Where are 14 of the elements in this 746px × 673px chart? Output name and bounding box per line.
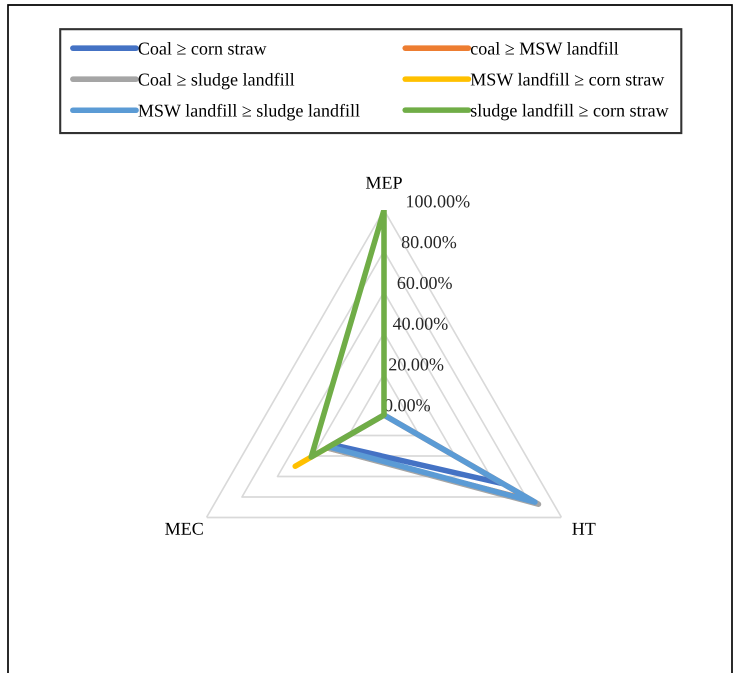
legend-label: Coal ≥ sludge landfill bbox=[138, 72, 294, 90]
legend-label: coal ≥ MSW landfill bbox=[470, 42, 618, 55]
legend-label: MSW landfill ≥ sludge landfill bbox=[138, 104, 360, 120]
y-tick-label: 80.00% bbox=[402, 236, 456, 248]
y-tick-label: 40.00% bbox=[392, 318, 448, 330]
spoke-label: MEP bbox=[366, 176, 402, 189]
legend-label: Coal ≥ corn straw bbox=[138, 42, 267, 55]
legend-label: sludge landfill ≥ corn straw bbox=[470, 104, 669, 120]
spoke-label: HT bbox=[572, 522, 596, 535]
legend-label: MSW landfill ≥ corn straw bbox=[470, 72, 664, 86]
spoke-label: MEC bbox=[165, 522, 203, 535]
y-tick-label: 60.00% bbox=[398, 276, 452, 290]
y-tick-label: 100.00% bbox=[407, 195, 470, 208]
y-tick-label: 20.00% bbox=[389, 358, 444, 371]
